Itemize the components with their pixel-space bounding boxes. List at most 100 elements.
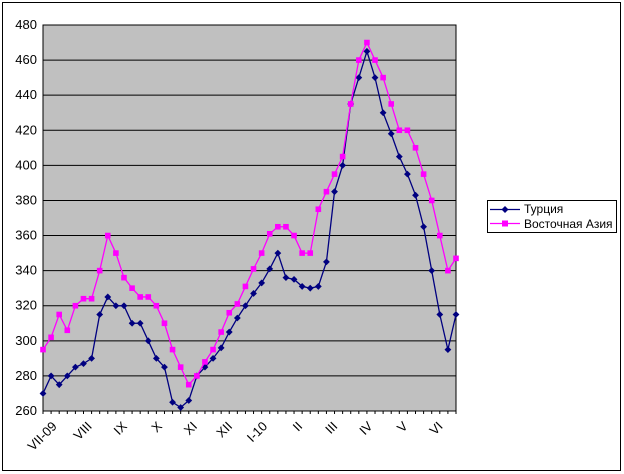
data-point-square [137, 294, 143, 300]
data-point-diamond [152, 354, 160, 362]
data-point-square [347, 101, 354, 107]
legend-item-east-asia: Восточная Азия [490, 217, 614, 232]
data-point-square [339, 153, 346, 160]
data-point-diamond [258, 279, 266, 287]
data-point-square [113, 250, 119, 256]
data-point-square [72, 302, 79, 309]
data-point-square [88, 295, 95, 302]
y-axis-labels: 260 280 300 320 340 360 380 400 420 440 460 480 [15, 17, 37, 418]
data-point-diamond [209, 354, 217, 362]
data-point-diamond [225, 328, 233, 336]
data-point-square [250, 266, 257, 272]
series-turkey [39, 47, 460, 411]
data-point-diamond [63, 372, 71, 380]
y-axis-label: 360 [15, 228, 37, 243]
data-point-square [234, 301, 241, 307]
legend-label-turkey: Турция [524, 202, 564, 217]
x-axis-label: XII [213, 419, 235, 441]
data-point-square [307, 250, 314, 256]
data-point-square [129, 285, 135, 291]
data-point-diamond [412, 191, 419, 199]
data-point-square [104, 232, 111, 239]
data-point-square [275, 223, 281, 230]
data-point-diamond [136, 319, 144, 327]
data-point-diamond [428, 267, 436, 275]
y-axis-label: 400 [15, 157, 37, 172]
data-point-diamond [355, 74, 363, 82]
data-point-square [428, 197, 435, 204]
data-point-square [266, 230, 273, 237]
data-point-diamond [112, 302, 120, 310]
y-axis-label: 460 [15, 52, 37, 67]
x-axis-labels: VII-09 VIII IX X XI XII I-10 II III IV V VI [25, 418, 446, 453]
data-point-square [80, 295, 87, 302]
data-point-square [396, 127, 403, 134]
data-point-square [331, 171, 338, 177]
data-point-square [218, 329, 224, 335]
data-point-diamond [80, 360, 87, 368]
x-axis-ticks [42, 411, 457, 414]
data-point-diamond [371, 74, 379, 82]
data-point-diamond [404, 170, 411, 178]
data-point-diamond [387, 130, 395, 138]
data-point-square [96, 267, 103, 274]
data-point-square [169, 346, 176, 353]
data-point-square [56, 311, 62, 318]
legend-marker-square-icon [490, 220, 520, 227]
data-point-square [388, 101, 395, 107]
data-point-diamond [363, 47, 371, 55]
y-axis-label: 280 [15, 368, 37, 383]
x-axis-label: VIII [70, 419, 94, 443]
y-axis-label: 480 [15, 17, 37, 32]
y-axis-label: 380 [15, 192, 37, 207]
y-axis-label: 300 [15, 333, 37, 348]
data-point-diamond [436, 311, 444, 318]
data-point-diamond [395, 153, 403, 160]
x-axis-label: IV [356, 418, 376, 438]
data-point-diamond [55, 381, 63, 389]
legend: Турция Восточная Азия [487, 200, 617, 233]
x-axis-label: I-10 [244, 419, 270, 445]
data-point-square [364, 39, 370, 46]
data-point-diamond [120, 302, 128, 310]
data-point-square [283, 223, 289, 230]
data-point-square [258, 250, 265, 256]
data-point-diamond [282, 274, 290, 282]
x-axis-label: X [148, 418, 165, 435]
data-point-square [177, 364, 184, 370]
series-turkey-line [42, 49, 457, 409]
data-point-square [194, 373, 200, 379]
data-point-diamond [217, 344, 225, 352]
data-point-diamond [88, 354, 95, 362]
data-point-diamond [323, 258, 330, 266]
data-point-diamond [298, 283, 306, 290]
x-axis-label: VII-09 [25, 419, 60, 454]
data-point-square [242, 283, 249, 290]
data-point-square [161, 320, 168, 327]
data-point-square [380, 74, 386, 81]
y-axis-label: 440 [15, 87, 37, 102]
data-point-square [153, 302, 160, 309]
data-point-square [48, 334, 54, 341]
series-east-asia [40, 39, 459, 388]
data-point-diamond [452, 311, 460, 318]
data-point-diamond [161, 363, 168, 371]
data-point-diamond [306, 284, 314, 292]
data-point-square [404, 127, 411, 134]
plot-area [42, 24, 457, 412]
data-point-square [185, 381, 192, 388]
legend-item-turkey: Турция [490, 202, 614, 217]
gridlines [43, 24, 456, 412]
data-point-diamond [379, 109, 387, 117]
data-point-square [437, 232, 443, 239]
data-point-square [202, 359, 208, 365]
data-point-square [226, 309, 233, 316]
y-axis-label: 260 [15, 403, 37, 418]
y-axis-label: 340 [15, 263, 37, 278]
data-point-square [291, 232, 297, 239]
series-east-asia-line [42, 40, 457, 386]
data-point-diamond [96, 311, 104, 318]
data-point-diamond [233, 314, 241, 322]
